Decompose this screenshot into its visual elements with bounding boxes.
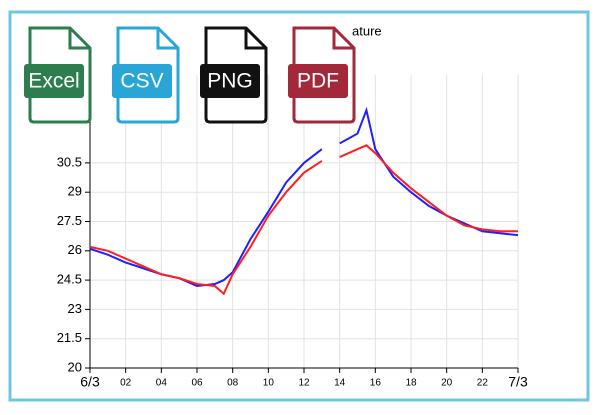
button-label: Excel (28, 70, 79, 93)
x-tick-label: 6/3 (80, 374, 100, 390)
file-label-bg (200, 64, 260, 98)
x-tick-label: 20 (441, 378, 453, 389)
y-tick-label: 20 (68, 359, 82, 374)
export-button[interactable]: PNG (200, 26, 268, 124)
series-line (89, 106, 519, 287)
file-fold (332, 28, 354, 50)
x-tick-label: 18 (405, 378, 417, 389)
x-tick-label: 22 (477, 378, 489, 389)
file-fold (156, 28, 178, 50)
x-tick-label: 10 (263, 378, 275, 389)
y-tick-label: 26 (68, 242, 82, 257)
x-tick-label: 12 (298, 378, 310, 389)
y-tick-label: 21.5 (57, 330, 82, 345)
x-tick-label: 7/3 (508, 374, 528, 390)
file-fold (68, 28, 90, 50)
button-label: PNG (207, 70, 253, 93)
export-button[interactable]: Excel (24, 26, 92, 124)
x-tick-label: 16 (370, 378, 382, 389)
button-label: CSV (120, 70, 163, 93)
x-tick-label: 02 (120, 378, 132, 389)
file-label-bg (24, 64, 84, 98)
export-buttons: Excel CSV PNG PDF (24, 26, 356, 124)
x-tick-label: 08 (227, 378, 239, 389)
x-tick-label: 04 (156, 378, 168, 389)
y-tick-label: 23 (68, 301, 82, 316)
y-tick-label: 30.5 (57, 154, 82, 169)
export-button[interactable]: CSV (112, 26, 180, 124)
y-tick-label: 27.5 (57, 213, 82, 228)
chart-title: ature (352, 23, 382, 38)
y-tick-label: 24.5 (57, 272, 82, 287)
export-button[interactable]: PDF (288, 26, 356, 124)
button-label: PDF (297, 70, 339, 93)
y-tick-label: 29 (68, 184, 82, 199)
plot: 20 21.5 23 24.5 26 27.5 29 30.5 6/3 02 04 06 08 10 12 1… (57, 75, 528, 390)
file-label-bg (112, 64, 172, 98)
file-label-bg (288, 64, 348, 98)
file-fold (244, 28, 266, 50)
x-tick-label: 06 (191, 378, 203, 389)
x-tick-label: 14 (334, 378, 346, 389)
series-line (89, 144, 518, 296)
